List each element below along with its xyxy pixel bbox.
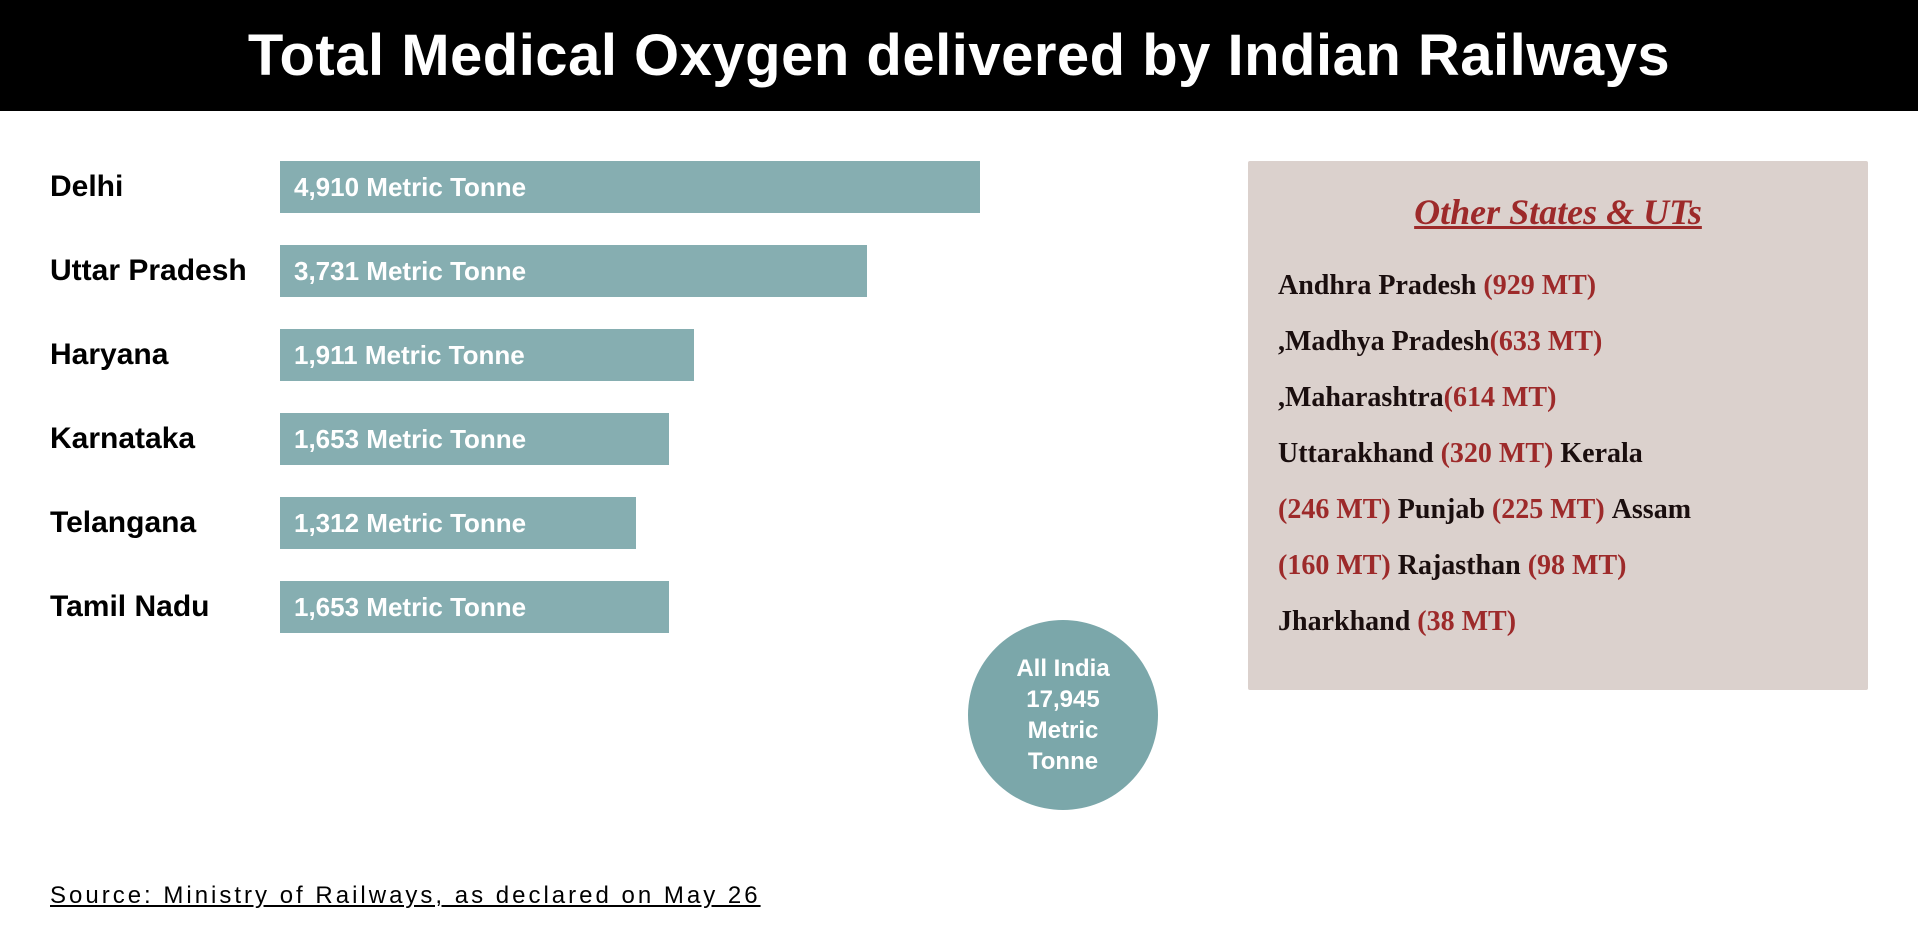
bar-row: Uttar Pradesh3,731 Metric Tonne [50, 245, 1208, 297]
state-name: Rajasthan [1398, 550, 1528, 581]
state-name: Andhra Pradesh [1278, 270, 1483, 301]
state-name: Uttarakhand [1278, 438, 1441, 469]
total-line2: 17,945 [1026, 684, 1099, 715]
other-states-title: Other States & UTs [1278, 191, 1838, 233]
bar-value: 3,731 Metric Tonne [280, 245, 867, 297]
content-area: Delhi4,910 Metric Tonne Uttar Pradesh3,73… [0, 111, 1918, 690]
state-name: Kerala [1560, 438, 1642, 469]
bar-value: 1,653 Metric Tonne [280, 581, 669, 633]
state-value: (633 MT) [1490, 326, 1603, 357]
state-value: (246 MT) [1278, 494, 1398, 525]
total-circle: All India 17,945 Metric Tonne [968, 620, 1158, 810]
state-value: (38 MT) [1417, 606, 1516, 637]
total-line3: Metric [1028, 715, 1099, 746]
bar-label: Tamil Nadu [50, 590, 280, 624]
bar-value: 1,911 Metric Tonne [280, 329, 694, 381]
bar-row: Delhi4,910 Metric Tonne [50, 161, 1208, 213]
state-value: (614 MT) [1444, 382, 1557, 413]
other-states-box: Other States & UTs Andhra Pradesh (929 M… [1248, 161, 1868, 690]
source-line: Source: Ministry of Railways, as declare… [50, 882, 761, 910]
total-line4: Tonne [1028, 746, 1098, 777]
state-name: ,Madhya Pradesh [1278, 326, 1490, 357]
state-name: Jharkhand [1278, 606, 1417, 637]
bar-label: Karnataka [50, 422, 280, 456]
state-value: (98 MT) [1528, 550, 1627, 581]
total-line1: All India [1016, 653, 1109, 684]
bar-value: 1,653 Metric Tonne [280, 413, 669, 465]
bar-label: Uttar Pradesh [50, 254, 280, 288]
bar-chart: Delhi4,910 Metric Tonne Uttar Pradesh3,73… [50, 161, 1208, 690]
state-value: (160 MT) [1278, 550, 1398, 581]
state-value: (320 MT) [1441, 438, 1561, 469]
page-title: Total Medical Oxygen delivered by Indian… [0, 0, 1918, 111]
bar-label: Haryana [50, 338, 280, 372]
bar-label: Telangana [50, 506, 280, 540]
state-name: ,Maharashtra [1278, 382, 1444, 413]
bar-label: Delhi [50, 170, 280, 204]
bar-value: 1,312 Metric Tonne [280, 497, 636, 549]
state-name: Assam [1612, 494, 1691, 525]
bar-value: 4,910 Metric Tonne [280, 161, 980, 213]
state-name: Punjab [1398, 494, 1492, 525]
bar-row: Haryana1,911 Metric Tonne [50, 329, 1208, 381]
state-value: (225 MT) [1492, 494, 1612, 525]
bar-row: Telangana1,312 Metric Tonne [50, 497, 1208, 549]
bar-row: Karnataka1,653 Metric Tonne [50, 413, 1208, 465]
state-value: (929 MT) [1483, 270, 1596, 301]
other-states-list: Andhra Pradesh (929 MT) ,Madhya Pradesh(… [1278, 258, 1838, 650]
